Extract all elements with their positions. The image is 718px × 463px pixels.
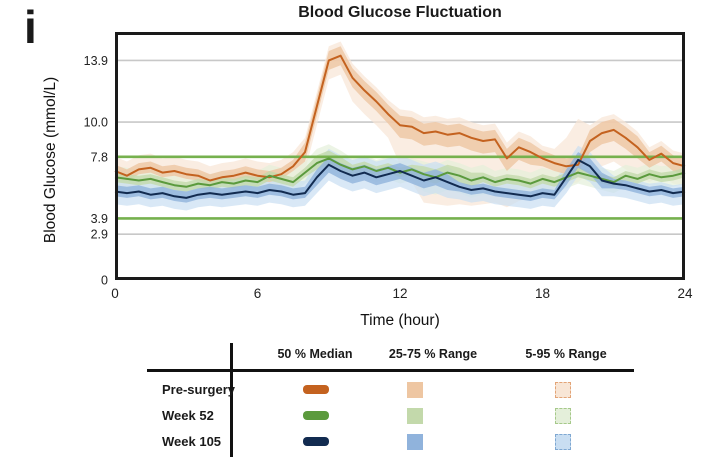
- svg-text:24: 24: [677, 286, 693, 301]
- figure-panel-label: i: [24, 1, 37, 53]
- legend-header-outer-range: 5-95 % Range: [525, 347, 607, 361]
- legend-header-median: 50 % Median: [277, 347, 353, 361]
- svg-text:10.0: 10.0: [84, 116, 108, 130]
- svg-text:6: 6: [254, 286, 262, 301]
- legend-row-label-week-52: Week 52: [162, 408, 214, 423]
- legend-header-iqr-range: 25-75 % Range: [388, 347, 478, 361]
- legend-horizontal-rule: [147, 369, 634, 372]
- legend-row-label-week-105: Week 105: [162, 434, 222, 449]
- legend-row-label-pre-surgery: Pre-surgery: [162, 382, 235, 397]
- y-axis-label-wrap: Blood Glucose (mmol/L): [36, 32, 66, 288]
- svg-text:12: 12: [392, 286, 407, 301]
- x-axis-label: Time (hour): [360, 312, 440, 329]
- svg-text:13.9: 13.9: [84, 54, 108, 68]
- plot-area: 13.9 10.0 7.8 3.9 2.9 0 0 6 12 18 24: [84, 32, 693, 301]
- legend-swatch-median-week-52: [303, 411, 329, 420]
- legend-vertical-rule: [230, 343, 233, 457]
- svg-text:7.8: 7.8: [91, 150, 108, 164]
- plot-svg: 13.9 10.0 7.8 3.9 2.9 00 6 12 18 24: [84, 32, 693, 301]
- legend-swatch-median-pre-surgery: [303, 385, 329, 394]
- svg-text:18: 18: [535, 286, 550, 301]
- chart-title: Blood Glucose Fluctuation: [298, 4, 502, 21]
- y-axis-label: Blood Glucose (mmol/L): [42, 76, 60, 244]
- legend-swatch-outer-week-52: [555, 408, 571, 424]
- svg-text:0: 0: [111, 286, 119, 301]
- legend-swatch-median-week-105: [303, 437, 329, 446]
- legend-swatch-iqr-pre-surgery: [407, 382, 423, 398]
- svg-text:3.9: 3.9: [91, 212, 108, 226]
- svg-text:2.9: 2.9: [91, 228, 108, 242]
- svg-text:0: 0: [101, 274, 108, 288]
- legend-swatch-iqr-week-52: [407, 408, 423, 424]
- legend-swatch-outer-pre-surgery: [555, 382, 571, 398]
- legend-swatch-iqr-week-105: [407, 434, 423, 450]
- legend-swatch-outer-week-105: [555, 434, 571, 450]
